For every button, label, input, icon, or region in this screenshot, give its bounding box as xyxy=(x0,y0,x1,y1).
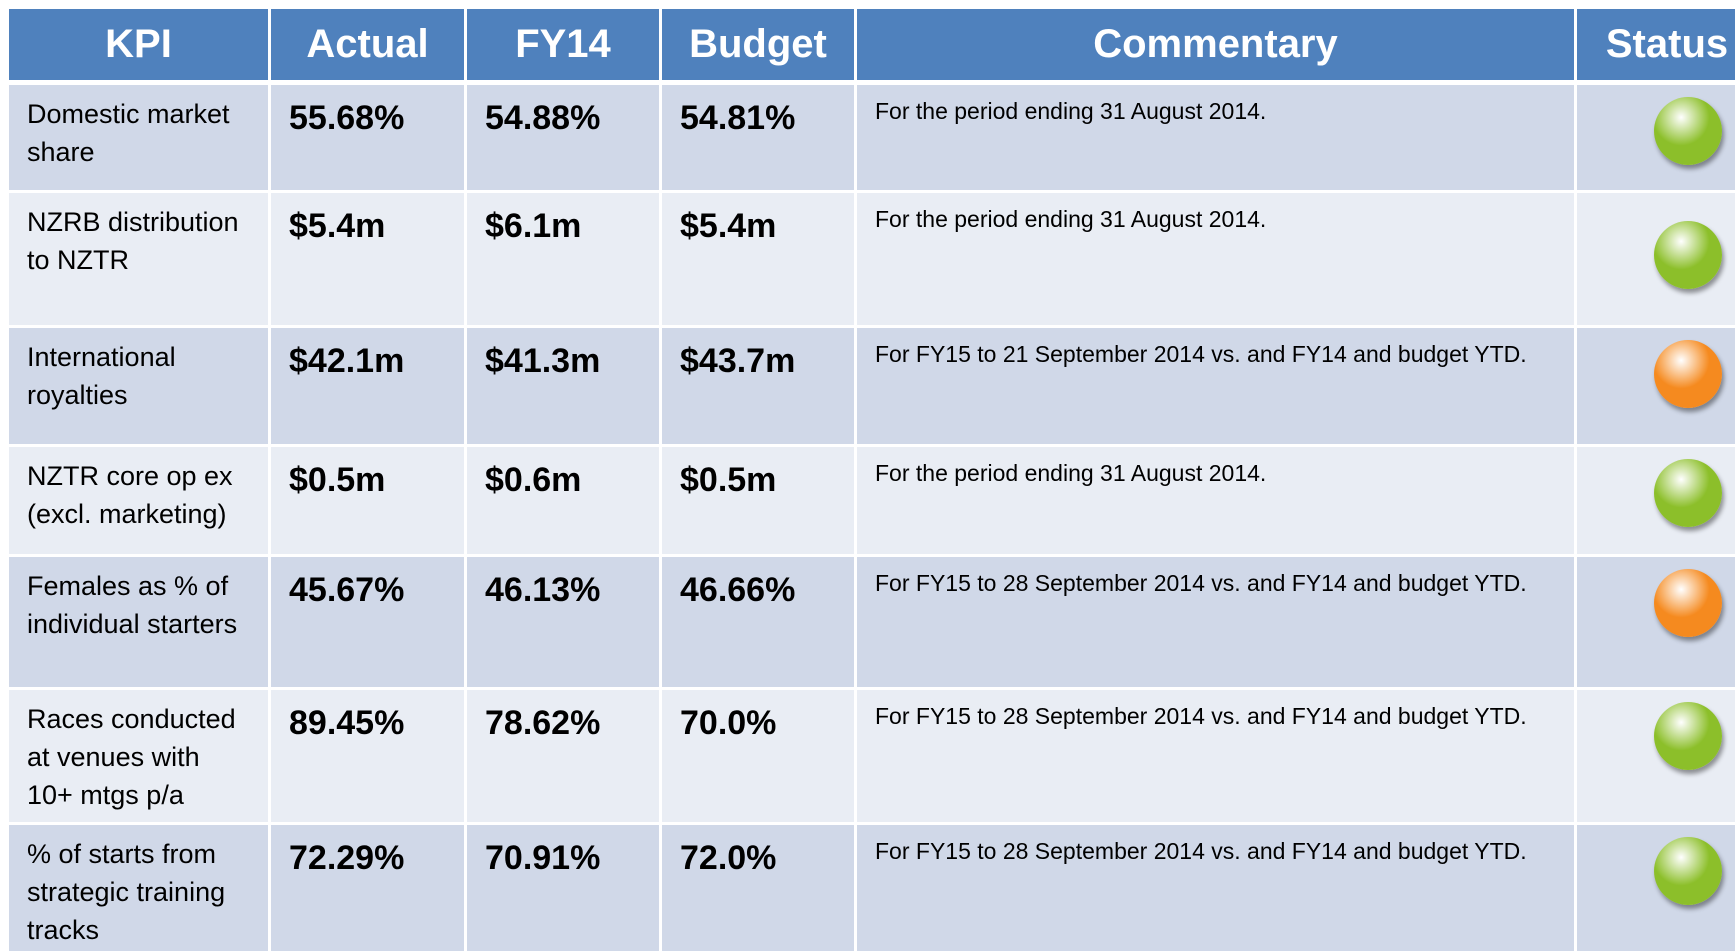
column-header: KPI xyxy=(9,9,268,80)
budget-cell: $0.5m xyxy=(662,446,854,554)
status-cell xyxy=(1577,192,1735,325)
budget-cell: $5.4m xyxy=(662,192,854,325)
actual-cell: 72.29% xyxy=(271,824,464,951)
actual-cell: 55.68% xyxy=(271,84,464,190)
fy14-cell: $6.1m xyxy=(467,192,659,325)
status-cell xyxy=(1577,824,1735,951)
budget-cell: 72.0% xyxy=(662,824,854,951)
kpi-cell: Females as % of individual starters xyxy=(9,556,268,687)
status-indicator xyxy=(1654,836,1722,905)
status-indicator xyxy=(1654,339,1722,408)
fy14-cell: 54.88% xyxy=(467,84,659,190)
budget-cell: 54.81% xyxy=(662,84,854,190)
kpi-cell: Domestic market share xyxy=(9,84,268,190)
status-cell xyxy=(1577,689,1735,822)
column-header: Budget xyxy=(662,9,854,80)
status-indicator xyxy=(1654,701,1722,770)
kpi-cell: NZRB distribution to NZTR xyxy=(9,192,268,325)
status-cell xyxy=(1577,556,1735,687)
status-cell xyxy=(1577,446,1735,554)
status-indicator xyxy=(1654,96,1722,165)
actual-cell: $0.5m xyxy=(271,446,464,554)
commentary-cell: For FY15 to 21 September 2014 vs. and FY… xyxy=(857,327,1574,444)
budget-cell: 46.66% xyxy=(662,556,854,687)
fy14-cell: $0.6m xyxy=(467,446,659,554)
fy14-cell: 78.62% xyxy=(467,689,659,822)
column-header: Actual xyxy=(271,9,464,80)
commentary-cell: For FY15 to 28 September 2014 vs. and FY… xyxy=(857,824,1574,951)
fy14-cell: 46.13% xyxy=(467,556,659,687)
budget-cell: $43.7m xyxy=(662,327,854,444)
commentary-cell: For FY15 to 28 September 2014 vs. and FY… xyxy=(857,689,1574,822)
kpi-cell: NZTR core op ex (excl. marketing) xyxy=(9,446,268,554)
status-indicator xyxy=(1654,458,1722,527)
commentary-cell: For the period ending 31 August 2014. xyxy=(857,192,1574,325)
status-cell xyxy=(1577,327,1735,444)
fy14-cell: 70.91% xyxy=(467,824,659,951)
column-header: FY14 xyxy=(467,9,659,80)
commentary-cell: For the period ending 31 August 2014. xyxy=(857,446,1574,554)
kpi-cell: % of starts from strategic training trac… xyxy=(9,824,268,951)
actual-cell: $42.1m xyxy=(271,327,464,444)
status-indicator xyxy=(1654,220,1722,289)
column-header: Commentary xyxy=(857,9,1574,80)
actual-cell: 45.67% xyxy=(271,556,464,687)
budget-cell: 70.0% xyxy=(662,689,854,822)
column-header: Status xyxy=(1577,9,1735,80)
commentary-cell: For FY15 to 28 September 2014 vs. and FY… xyxy=(857,556,1574,687)
actual-cell: $5.4m xyxy=(271,192,464,325)
status-indicator xyxy=(1654,568,1722,637)
fy14-cell: $41.3m xyxy=(467,327,659,444)
commentary-cell: For the period ending 31 August 2014. xyxy=(857,84,1574,190)
actual-cell: 89.45% xyxy=(271,689,464,822)
kpi-cell: Races conducted at venues with 10+ mtgs … xyxy=(9,689,268,822)
kpi-cell: International royalties xyxy=(9,327,268,444)
status-cell xyxy=(1577,84,1735,190)
